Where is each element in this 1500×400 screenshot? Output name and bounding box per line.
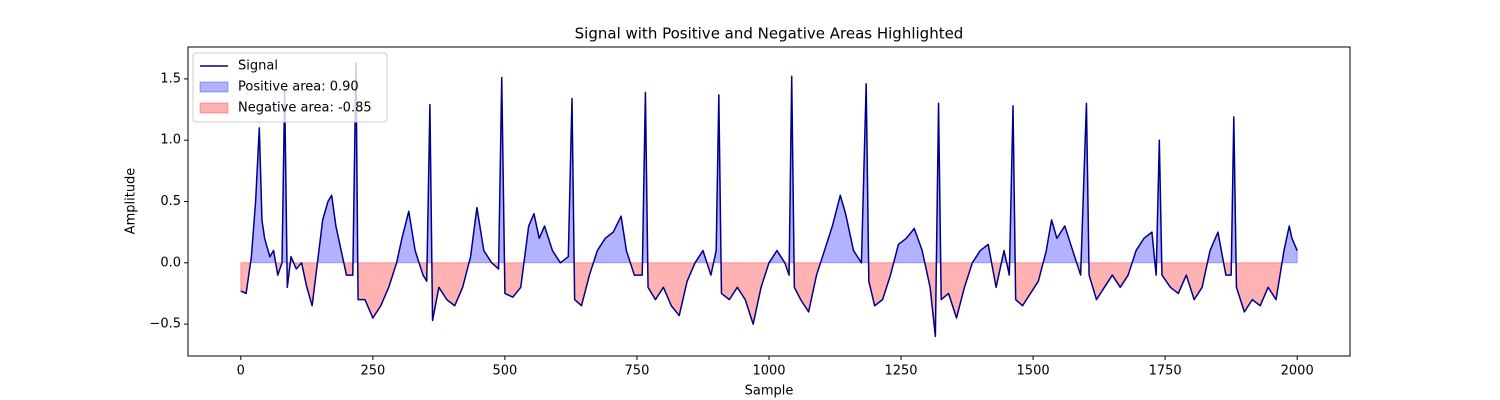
legend-swatch	[199, 102, 229, 114]
area-fill	[249, 62, 1298, 264]
x-tick-label: 0	[237, 364, 245, 379]
y-tick-label: 1.0	[160, 133, 181, 148]
chart-title: Signal with Positive and Negative Areas …	[575, 25, 964, 43]
x-tick-label: 1500	[1017, 364, 1050, 379]
legend: Signal Positive area: 0.90 Negative area: …	[192, 52, 388, 123]
legend-swatch	[199, 81, 229, 93]
x-tick-label: 750	[625, 364, 650, 379]
x-tick-label: 2000	[1281, 364, 1314, 379]
x-tick-label: 250	[360, 364, 385, 379]
x-axis-label: Sample	[745, 384, 794, 399]
y-tick-label: 0.5	[160, 194, 181, 209]
legend-label: Signal	[238, 59, 278, 74]
y-tick-label: 0.0	[160, 255, 181, 270]
legend-label: Positive area: 0.90	[238, 80, 359, 95]
x-tick-label: 1000	[752, 364, 785, 379]
signal-line	[240, 62, 1298, 338]
area-fill	[240, 262, 1283, 337]
legend-frame	[192, 52, 388, 123]
legend-label: Negative area: -0.85	[238, 101, 372, 116]
x-tick-label: 1250	[884, 364, 917, 379]
y-axis-label: Amplitude	[124, 168, 139, 235]
y-tick-label: 1.5	[160, 71, 181, 86]
y-tick-label: −0.5	[149, 317, 181, 332]
x-tick-label: 500	[492, 364, 517, 379]
x-tick-label: 1750	[1149, 364, 1182, 379]
